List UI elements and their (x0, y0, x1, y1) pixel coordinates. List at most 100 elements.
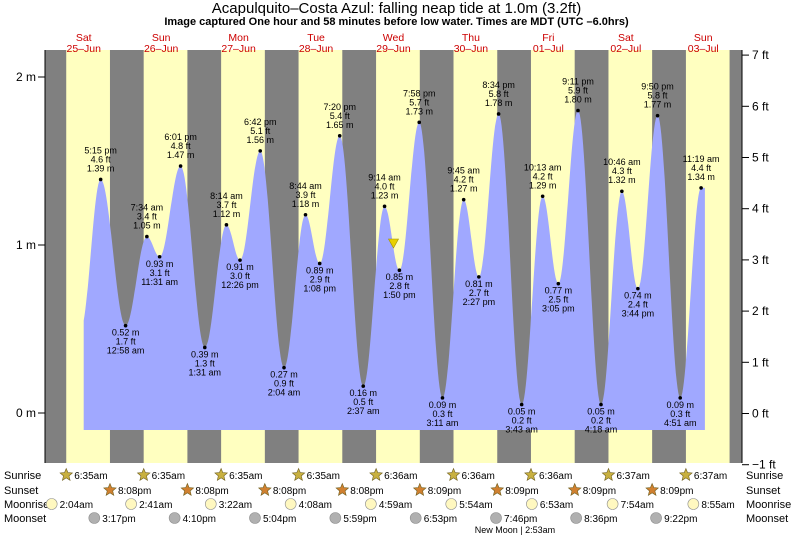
moonrise-time: 4:59am (379, 500, 412, 511)
extremum-point (282, 365, 286, 370)
tide-curve (83, 110, 705, 430)
extremum-point (636, 286, 640, 291)
sunset-row-label-right: Sunset (746, 485, 780, 497)
moonset-time: 4:10pm (183, 514, 216, 525)
moonset-time: 3:17pm (102, 514, 135, 525)
day-date-label: 25–Jun (66, 43, 101, 55)
extremum-label: 9:50 pm 5.8 ft 1.77 m (641, 82, 674, 110)
sun-moon-rows: Sunrise Sunrise 6:35am 6:35am 6:35am 6:35am 6:… (4, 467, 791, 535)
sunrise-star-icon (214, 467, 229, 481)
extremum-point (224, 223, 229, 227)
extremum-label: 0.05 m 0.2 ft 4:18 am (585, 407, 618, 435)
sunset-star-icon (335, 482, 350, 496)
extremum-point (556, 281, 561, 286)
moonset-time: 7:46pm (504, 514, 537, 525)
right-tick-label: 7 ft (752, 48, 769, 62)
sunrise-star-icon (136, 467, 151, 481)
sunrise-star-icon (446, 467, 461, 481)
sunrise-star-icon (524, 467, 538, 481)
extremum-label: 0.09 m 0.3 ft 4:51 am (664, 400, 697, 428)
day-weekday-label: Mon (228, 32, 249, 44)
moonset-row-label-left: Moonset (4, 513, 46, 525)
sunset-time: 8:08pm (273, 486, 306, 497)
sunrise-star-icon (601, 467, 616, 481)
current-tide-marker (387, 238, 400, 249)
extremum-point (519, 402, 524, 407)
moonset-moon-icon (168, 512, 181, 524)
extremum-label: 9:14 am 4.0 ft 1.23 m (368, 172, 401, 200)
sunrise-star-icon (678, 467, 693, 481)
sunset-time: 8:08pm (195, 486, 228, 497)
extremum-label: 0.27 m 0.9 ft 2:04 am (268, 370, 301, 398)
moonrise-moon-icon (526, 498, 538, 510)
moonrise-moon-icon (687, 498, 700, 510)
extremum-label: 0.52 m 1.7 ft 12:58 am (107, 328, 145, 356)
extremum-point (98, 177, 103, 182)
moonrise-time: 5:54am (459, 500, 492, 511)
extremum-point (238, 258, 242, 262)
extremum-label: 9:45 am 4.2 ft 1.27 m (447, 166, 480, 194)
extremum-label: 0.89 m 2.9 ft 1:08 pm (303, 265, 336, 293)
moonrise-row-label-right: Moonrise (746, 499, 791, 511)
sunset-time: 8:09pm (583, 486, 616, 497)
moonrise-moon-icon (45, 498, 58, 510)
extremum-label: 0.09 m 0.3 ft 3:11 am (427, 400, 459, 428)
extremum-point (496, 112, 501, 116)
day-date-label: 02–Jul (610, 43, 641, 55)
moonrise-moon-icon (125, 498, 137, 510)
sunrise-star-icon (369, 467, 384, 481)
moonset-time: 9:22pm (664, 514, 697, 525)
sunrise-time: 6:35am (74, 471, 107, 482)
moonset-moon-icon (490, 512, 502, 524)
right-tick-label: 4 ft (752, 202, 769, 216)
extremum-label: 0.93 m 3.1 ft 11:31 am (141, 259, 178, 287)
extremum-label: 0.77 m 2.5 ft 3:05 pm (542, 286, 575, 314)
extremum-point (258, 149, 263, 153)
extremum-point (157, 254, 162, 259)
sunrise-time: 6:37am (616, 471, 649, 482)
sunrise-time: 6:37am (694, 471, 727, 482)
right-tick-label: 5 ft (752, 151, 769, 165)
sunset-time: 8:08pm (350, 486, 383, 497)
moonset-moon-icon (409, 512, 422, 524)
day-weekday-label: Thu (462, 32, 480, 44)
extremum-point (397, 268, 402, 273)
day-weekday-label: Sat (618, 32, 634, 44)
extremum-label: 0.05 m 0.2 ft 3:43 am (505, 407, 538, 435)
new-moon-label: New Moon | 2:53am (475, 525, 555, 535)
extremum-point (540, 194, 545, 199)
sunset-star-icon (490, 482, 505, 496)
extremum-point (145, 234, 149, 239)
moonrise-moon-icon (365, 498, 377, 510)
extremum-point (382, 204, 387, 209)
extremum-label: 0.16 m 0.5 ft 2:37 am (347, 388, 380, 416)
moonrise-time: 6:53am (540, 500, 573, 511)
moonset-row-label-right: Moonset (746, 513, 788, 525)
extremum-point (417, 120, 422, 125)
moonset-moon-icon (650, 512, 662, 524)
extremum-label: 7:20 pm 5.4 ft 1.65 m (323, 102, 356, 130)
sunrise-row-label-left: Sunrise (4, 470, 41, 482)
extremum-label: 10:13 am 4.2 ft 1.29 m (524, 162, 562, 190)
sunrise-row-label-right: Sunrise (746, 470, 783, 482)
moonrise-time: 4:08am (299, 500, 332, 511)
moonrise-row-label-left: Moonrise (4, 499, 49, 511)
chart-subtitle: Image captured One hour and 58 minutes b… (164, 16, 629, 28)
extremum-label: 0.85 m 2.8 ft 1:50 pm (383, 272, 416, 300)
extremum-point (620, 189, 624, 194)
moonrise-time: 8:55am (701, 500, 734, 511)
day-weekday-label: Sat (76, 32, 92, 44)
sunrise-time: 6:36am (384, 471, 417, 482)
moonset-moon-icon (570, 512, 582, 524)
right-tick-label: 0 ft (752, 407, 769, 421)
day-date-label: 27–Jun (221, 43, 256, 55)
left-tick-label: 0 m (16, 406, 36, 420)
right-tick-label: 6 ft (752, 99, 769, 113)
extremum-point (576, 108, 580, 113)
extremum-label: 8:34 pm 5.8 ft 1.78 m (482, 80, 515, 108)
sunrise-time: 6:35am (307, 471, 340, 482)
day-date-label: 01–Jul (533, 43, 564, 55)
moonrise-moon-icon (204, 498, 217, 510)
chart-title: Acapulquito–Costa Azul: falling neap tid… (211, 0, 582, 17)
